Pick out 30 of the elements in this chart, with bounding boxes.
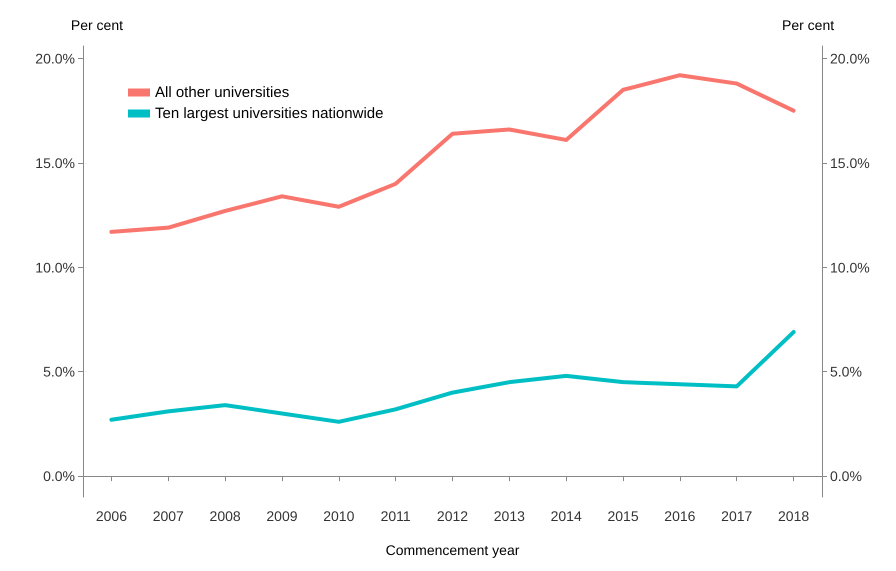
y2-tick-label: 0.0% (830, 468, 862, 484)
y-tick-label: 15.0% (35, 154, 75, 171)
x-tick-label: 2013 (494, 508, 526, 524)
legend-label: Ten largest universities nationwide (155, 105, 384, 122)
y2-axis-title: Per cent (782, 17, 834, 33)
x-tick-label: 2008 (210, 508, 241, 524)
x-tick-label: 2010 (323, 508, 355, 524)
y-tick-label: 5.0% (43, 364, 75, 380)
x-tick-label: 2006 (96, 508, 128, 524)
y-tick-label: 10.0% (35, 259, 75, 276)
y-tick-label: 0.0% (43, 468, 75, 484)
y2-tick-label: 20.0% (830, 50, 870, 67)
y2-tick-label: 10.0% (830, 259, 870, 276)
x-tick-label: 2014 (550, 508, 582, 524)
x-tick-label: 2012 (436, 508, 468, 524)
x-tick-label: 2011 (380, 508, 411, 524)
y2-tick-label: 15.0% (830, 154, 870, 171)
x-tick-label: 2015 (607, 508, 639, 524)
x-tick-label: 2007 (152, 508, 184, 524)
line-series (109, 73, 796, 234)
x-axis-title: Commencement year (386, 542, 520, 558)
line-series (109, 330, 796, 424)
x-tick-label: 2009 (266, 508, 298, 524)
x-tick-label: 2016 (664, 508, 696, 524)
x-tick-label: 2017 (721, 508, 753, 524)
y2-tick-label: 5.0% (830, 364, 862, 380)
y-axis-title: Per cent (70, 17, 124, 33)
y-tick-label: 20.0% (35, 50, 75, 67)
legend-label: All other universities (155, 84, 290, 101)
x-tick-label: 2018 (778, 508, 810, 524)
